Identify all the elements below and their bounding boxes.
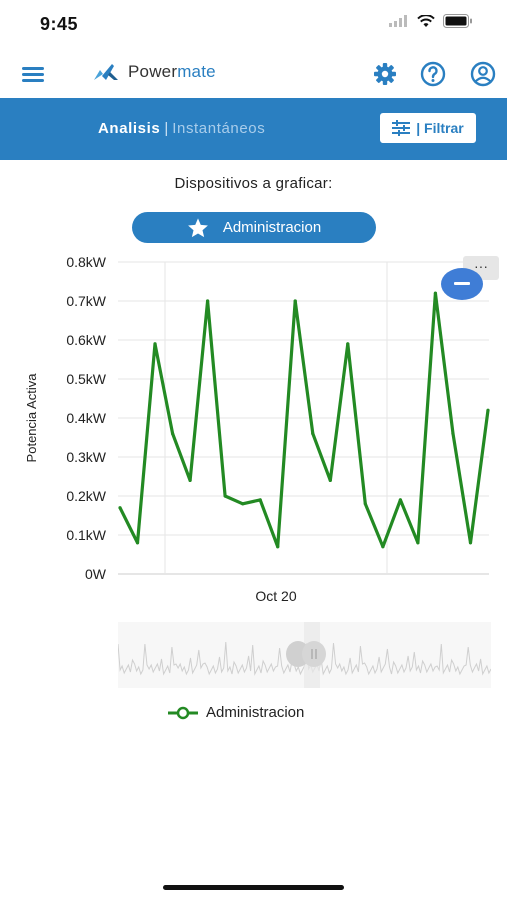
y-tick-label: 0.2kW	[66, 488, 106, 504]
tab-separator: |	[164, 120, 169, 137]
star-icon	[187, 217, 208, 237]
gear-icon[interactable]	[371, 60, 399, 88]
data-point	[188, 478, 192, 482]
y-tick-label: 0.7kW	[66, 293, 106, 309]
sliders-icon	[392, 120, 411, 136]
data-point	[135, 541, 140, 545]
y-tick-label: 0.1kW	[66, 527, 106, 543]
y-tick-label: 0.3kW	[66, 449, 106, 465]
data-point	[223, 494, 227, 498]
navigator-handle-right	[302, 641, 326, 667]
brand-name: Powermate	[128, 62, 216, 81]
device-chip[interactable]: Administracion	[132, 212, 376, 243]
status-bar: 9:45	[0, 0, 507, 50]
y-tick-label: 0.8kW	[66, 254, 106, 270]
signal-icon	[389, 15, 407, 27]
data-point	[170, 432, 175, 436]
data-point	[118, 506, 122, 510]
home-indicator[interactable]	[163, 885, 344, 890]
y-axis-label: Potencia Activa	[24, 373, 39, 463]
data-point	[206, 299, 210, 303]
chart: 0W 0.1kW 0.2kW 0.3kW 0.4kW 0.5kW 0.6kW 0.7kW 0.8…	[0, 250, 507, 610]
data-point	[381, 545, 385, 549]
logo: Powermate	[92, 62, 216, 82]
legend[interactable]: Administracion	[168, 704, 304, 721]
data-point	[433, 291, 438, 295]
data-point	[241, 502, 245, 506]
data-point	[486, 408, 490, 412]
chart-svg: 0W 0.1kW 0.2kW 0.3kW 0.4kW 0.5kW 0.6kW 0.7kW 0.8…	[24, 254, 490, 604]
legend-label: Administracion	[206, 704, 305, 721]
filter-label: | Filtrar	[416, 120, 464, 136]
data-point	[293, 299, 297, 303]
data-point	[416, 541, 420, 545]
series-line-administracion	[118, 291, 490, 549]
data-point	[311, 432, 315, 436]
tab-instantaneos[interactable]: Instantáneos	[172, 120, 266, 137]
help-icon[interactable]	[419, 60, 447, 88]
tab-analisis[interactable]: Analisis	[98, 120, 161, 137]
data-point	[363, 502, 367, 506]
data-point	[468, 541, 473, 545]
app-header: Powermate	[0, 50, 507, 98]
filter-button[interactable]: | Filtrar	[380, 113, 476, 143]
y-tick-label: 0W	[85, 566, 107, 582]
tabs-bar: Analisis | Instantáneos | Filtrar	[0, 98, 507, 160]
data-point	[398, 498, 402, 502]
menu-button[interactable]	[20, 62, 48, 86]
devices-label: Dispositivos a graficar:	[174, 175, 333, 192]
data-point	[258, 498, 262, 502]
y-tick-label: 0.6kW	[66, 332, 106, 348]
data-point	[276, 545, 280, 549]
tab-row: Analisis | Instantáneos	[98, 120, 265, 137]
range-navigator[interactable]	[117, 622, 492, 688]
y-tick-label: 0.5kW	[66, 371, 106, 387]
legend-marker-icon	[168, 706, 198, 719]
data-point	[346, 342, 350, 346]
wifi-icon	[417, 14, 435, 27]
battery-icon	[443, 14, 472, 28]
device-chip-label: Administracion	[222, 219, 322, 236]
y-tick-label: 0.4kW	[66, 410, 106, 426]
navigator-svg	[117, 622, 492, 688]
status-icons	[389, 14, 473, 28]
data-point	[328, 478, 332, 482]
data-point	[153, 342, 157, 346]
logo-icon	[94, 64, 118, 80]
x-tick-label: Oct 20	[255, 588, 296, 604]
status-time: 9:45	[40, 14, 79, 34]
user-icon[interactable]	[469, 60, 497, 88]
zoom-reset-handle[interactable]	[441, 268, 483, 300]
data-point	[451, 432, 455, 436]
